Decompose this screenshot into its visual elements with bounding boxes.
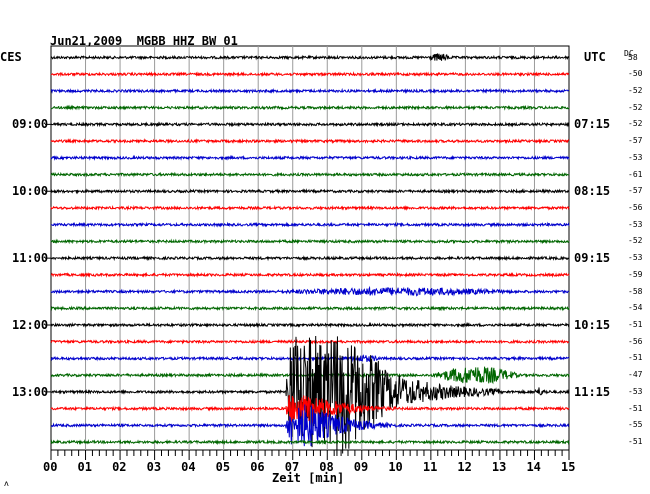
trace-3 xyxy=(50,104,570,111)
dc-value: -58 xyxy=(628,286,643,296)
dc-value: -53 xyxy=(628,253,643,263)
x-tick-label: 03 xyxy=(146,460,162,474)
trace-2 xyxy=(50,87,570,95)
dc-value: -53 xyxy=(628,219,643,229)
dc-value: -55 xyxy=(628,420,643,430)
right-time-label: 09:15 xyxy=(574,251,611,266)
right-time-label: 07:15 xyxy=(574,117,611,132)
plot-frame xyxy=(50,45,570,451)
left-time-label: 09:00 xyxy=(12,117,49,132)
dc-value: -54 xyxy=(628,303,643,313)
dc-value: -52 xyxy=(628,236,643,246)
dc-value: -47 xyxy=(628,370,643,380)
trace-1 xyxy=(50,71,570,78)
trace-0 xyxy=(50,53,570,62)
trace-5 xyxy=(50,137,570,145)
x-tick-label: 05 xyxy=(215,460,231,474)
header-date: Jun21,2009 xyxy=(50,34,123,48)
trace-16 xyxy=(50,321,570,329)
left-time-label: 11:00 xyxy=(12,251,49,266)
dc-value: -59 xyxy=(628,269,643,279)
dc-value: -52 xyxy=(628,102,643,112)
trace-7 xyxy=(50,171,570,178)
right-timezone-label: UTC xyxy=(584,50,606,64)
dc-value: -52 xyxy=(628,85,643,95)
dc-value: -56 xyxy=(628,336,643,346)
left-time-label: 12:00 xyxy=(12,318,49,333)
x-axis-label: Zeit [min] xyxy=(272,471,345,485)
dc-value: -50 xyxy=(628,69,643,79)
header-station: MGBB HHZ BW 01 xyxy=(136,34,238,48)
dc-value: -51 xyxy=(628,320,643,330)
dc-value: -51 xyxy=(628,437,643,447)
x-tick-label: 13 xyxy=(491,460,507,474)
trace-12 xyxy=(50,255,570,262)
dc-value: -57 xyxy=(628,186,643,196)
x-tick-label: 06 xyxy=(250,460,265,474)
dc-value: -53 xyxy=(628,386,643,396)
trace-10 xyxy=(50,221,570,228)
trace-22 xyxy=(50,404,570,447)
x-tick-label: 07 xyxy=(284,460,300,474)
dc-value: -52 xyxy=(628,119,643,129)
x-tick-label: 08 xyxy=(319,460,334,474)
x-tick-label: 01 xyxy=(77,460,92,474)
x-tick-label: 11 xyxy=(422,460,438,474)
dc-value: -51 xyxy=(628,403,643,413)
trace-23 xyxy=(50,438,570,446)
trace-20 xyxy=(50,336,570,457)
x-tick-label: 10 xyxy=(388,460,403,474)
dc-value: 58 xyxy=(628,52,638,62)
x-tick-label: 12 xyxy=(457,460,472,474)
trace-8 xyxy=(50,188,570,195)
dc-value: -51 xyxy=(628,353,643,363)
corner-mark: ʌ xyxy=(4,479,9,488)
trace-6 xyxy=(50,154,570,161)
x-tick-label: 00 xyxy=(43,460,58,474)
x-tick-label: 09 xyxy=(353,460,369,474)
trace-21 xyxy=(50,395,570,424)
right-time-label: 08:15 xyxy=(574,184,611,199)
right-time-label: 10:15 xyxy=(574,318,611,333)
x-tick-label: 14 xyxy=(526,460,541,474)
right-time-label: 11:15 xyxy=(574,384,611,399)
trace-4 xyxy=(50,121,570,128)
trace-14 xyxy=(50,285,570,297)
trace-15 xyxy=(50,305,570,312)
dc-value: -61 xyxy=(628,169,643,179)
dc-value: -53 xyxy=(628,152,643,162)
left-timezone-label: CES xyxy=(0,50,22,64)
dc-label: DC xyxy=(624,49,634,58)
left-time-label: 13:00 xyxy=(12,384,49,399)
trace-9 xyxy=(50,204,570,212)
left-time-label: 10:00 xyxy=(12,184,49,199)
trace-11 xyxy=(50,238,570,245)
x-tick-label: 02 xyxy=(112,460,127,474)
dc-value: -56 xyxy=(628,202,643,212)
x-tick-label: 15 xyxy=(561,460,576,474)
dc-value: -57 xyxy=(628,136,643,146)
header-title: Jun21,2009 MGBB HHZ BW 01 xyxy=(50,35,238,47)
trace-13 xyxy=(50,271,570,279)
x-tick-label: 04 xyxy=(181,460,196,474)
